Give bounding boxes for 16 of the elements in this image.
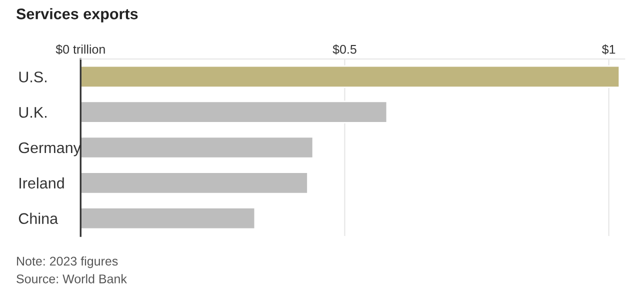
- y-tick-label: Germany: [18, 142, 81, 156]
- y-tick-label: U.S.: [19, 72, 46, 82]
- bar: [80, 65, 620, 88]
- bar: [80, 206, 256, 230]
- bar: [80, 172, 308, 194]
- y-tick-label: Ireland: [20, 177, 64, 189]
- source-note: Source: World Bank: [16, 274, 127, 284]
- y-tick-label: U.K.: [19, 107, 46, 118]
- x-tick-label: $0.5: [332, 44, 356, 54]
- y-tick-label: China: [18, 212, 58, 224]
- chart-title: Services exports: [16, 8, 138, 22]
- text: Note: 2023 figures: [17, 256, 118, 268]
- x-tick-label: $1: [602, 44, 616, 54]
- bar: [80, 100, 388, 124]
- bar: [80, 136, 314, 159]
- x-tick-label: $0 trillion: [56, 44, 105, 54]
